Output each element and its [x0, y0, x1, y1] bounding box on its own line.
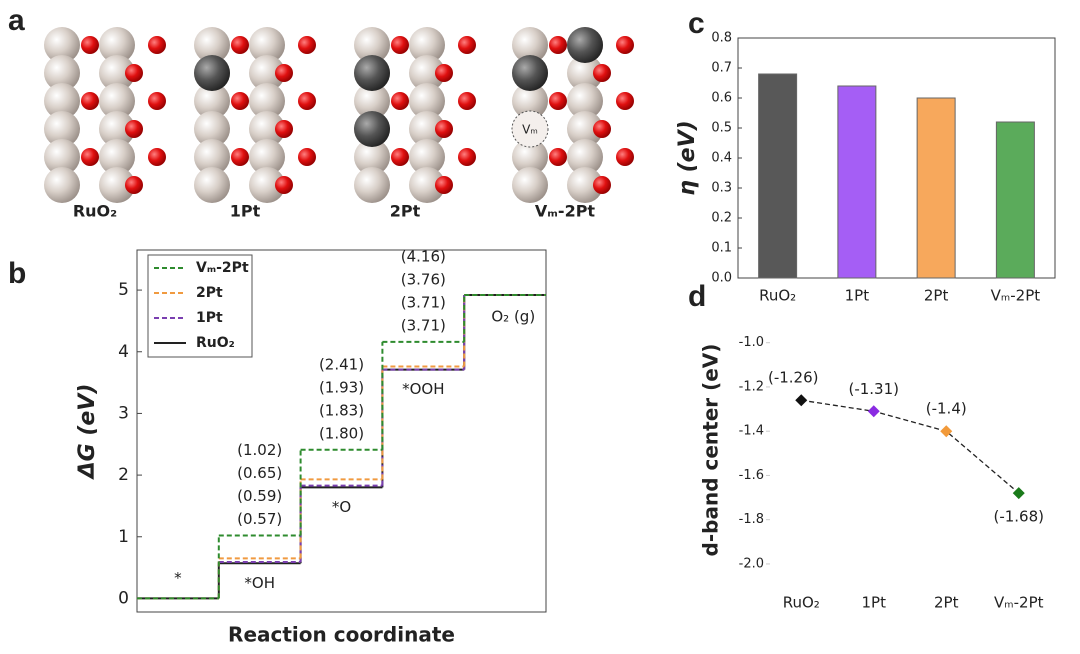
legend-label: Vₘ-2Pt: [196, 260, 249, 276]
value-label: (3.71): [401, 316, 446, 334]
x-axis-label: Reaction coordinate: [228, 623, 455, 647]
state-label: *OOH: [402, 380, 444, 398]
structure-label: RuO₂: [73, 202, 117, 221]
y-axis-label: ΔG (eV): [75, 384, 100, 481]
marker: [795, 394, 808, 407]
value-label: (3.71): [401, 293, 446, 311]
value-label: (-1.31): [848, 380, 899, 398]
value-label: (0.65): [237, 464, 282, 482]
structure-vm-2pt: [511, 27, 634, 203]
bar: [995, 121, 1035, 279]
value-label: (1.02): [237, 441, 282, 459]
panel-label: b: [8, 257, 26, 290]
value-label: (-1.68): [993, 508, 1044, 526]
value-label: (4.16): [401, 247, 446, 265]
legend-label: 1Pt: [196, 310, 223, 326]
marker: [867, 405, 880, 418]
state-label: *: [174, 569, 182, 587]
marker: [940, 425, 953, 438]
x-tick-label: RuO₂: [783, 594, 820, 612]
y-tick-label: -1.0: [739, 335, 764, 350]
bar: [916, 97, 956, 279]
y-tick-label: 0.7: [711, 61, 732, 76]
value-label: (0.57): [237, 510, 282, 528]
structure-label: 2Pt: [390, 202, 421, 221]
x-tick-label: 2Pt: [934, 594, 959, 612]
x-tick-label: 1Pt: [862, 594, 887, 612]
y-tick-label: 3: [118, 403, 129, 423]
y-axis-label: η (eV): [675, 120, 700, 195]
y-tick-label: -1.6: [739, 468, 764, 483]
value-label: (3.76): [401, 270, 446, 288]
state-label: *OH: [244, 574, 275, 592]
structure-label: Vₘ-2Pt: [535, 202, 596, 221]
y-tick-label: 0.0: [711, 271, 732, 286]
y-tick-label: 0.6: [711, 91, 732, 106]
x-tick-label: 2Pt: [924, 287, 949, 305]
state-label: O₂ (g): [491, 308, 535, 326]
value-label: (-1.4): [926, 400, 967, 418]
x-tick-label: RuO₂: [759, 287, 796, 305]
y-tick-label: -2.0: [739, 556, 764, 571]
structure-ruo2: [44, 27, 166, 203]
y-tick-label: -1.8: [739, 512, 764, 527]
value-label: (0.59): [237, 487, 282, 505]
y-tick-label: 4: [118, 342, 129, 362]
bar: [837, 85, 877, 279]
y-tick-label: 1: [118, 527, 129, 547]
x-tick-label: Vₘ-2Pt: [991, 287, 1041, 305]
y-tick-label: 0.8: [711, 31, 732, 46]
y-tick-label: 0.2: [711, 211, 732, 226]
structure-label: 1Pt: [230, 202, 261, 221]
y-tick-label: 0.3: [711, 181, 732, 196]
value-label: (1.93): [319, 378, 364, 396]
structure-1pt: [194, 27, 316, 203]
y-tick-label: -1.4: [739, 424, 764, 439]
trend-line: [801, 399, 1020, 494]
structure-2pt: [354, 27, 476, 203]
panel-label: c: [688, 7, 705, 40]
marker: [1012, 487, 1025, 500]
value-label: (-1.26): [768, 369, 819, 387]
y-axis-label: d-band center (eV): [699, 344, 723, 557]
value-label: (1.80): [319, 424, 364, 442]
value-label: (1.83): [319, 401, 364, 419]
y-tick-label: 5: [118, 280, 129, 300]
panel-label: d: [688, 280, 706, 313]
legend-label: RuO₂: [196, 335, 235, 351]
y-tick-label: 0.5: [711, 121, 732, 136]
plot-frame: [136, 249, 547, 613]
state-label: *O: [332, 498, 351, 516]
bar: [758, 73, 798, 279]
value-label: (2.41): [319, 355, 364, 373]
vacancy-label: Vₘ: [522, 123, 538, 137]
legend-frame: [147, 254, 253, 358]
y-tick-label: 2: [118, 465, 129, 485]
y-tick-label: -1.2: [739, 379, 764, 394]
panel-label: a: [8, 4, 25, 37]
y-tick-label: 0.4: [711, 151, 732, 166]
x-tick-label: 1Pt: [845, 287, 870, 305]
y-tick-label: 0.1: [711, 241, 732, 256]
legend-label: 2Pt: [196, 285, 223, 301]
x-tick-label: Vₘ-2Pt: [994, 594, 1044, 612]
y-tick-label: 0: [118, 588, 129, 608]
